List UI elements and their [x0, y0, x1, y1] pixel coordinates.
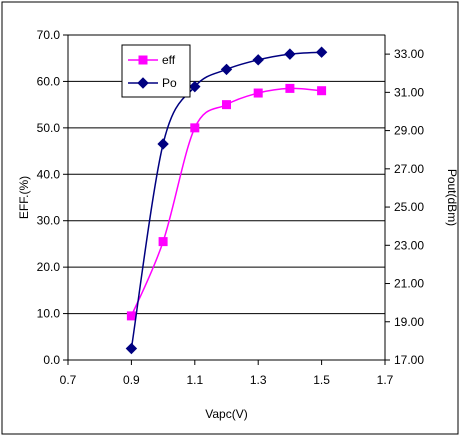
data-point-eff: [126, 311, 136, 321]
y-left-axis-label: EFF.(%): [17, 176, 31, 219]
x-tick-label: 1.3: [250, 373, 267, 387]
y-left-tick-label: 60.0: [37, 74, 61, 88]
grid-lines: [67, 34, 386, 361]
y-right-tick-label: 31.00: [394, 85, 424, 99]
y-right-axis-ticks: 17.00 19.00 21.00 23.00 25.00 27.00 29.00 31.00…: [385, 47, 424, 367]
y-left-tick-label: 50.0: [37, 121, 61, 135]
legend-box: [121, 44, 191, 98]
legend: eff Po: [121, 44, 191, 98]
data-point-Po: [125, 342, 138, 355]
data-point-Po: [137, 77, 149, 89]
y-right-tick-label: 33.00: [394, 47, 424, 61]
y-right-tick-label: 19.00: [394, 315, 424, 329]
data-point-eff: [138, 55, 148, 65]
data-point-Po: [284, 48, 296, 60]
data-point-Po: [189, 80, 201, 93]
y-right-tick-label: 29.00: [394, 124, 424, 138]
y-left-tick-label: 20.0: [37, 260, 61, 274]
series-layer: [125, 46, 328, 355]
y-left-tick-label: 40.0: [37, 167, 61, 181]
legend-label-eff: eff: [162, 53, 176, 67]
data-point-Po: [157, 138, 169, 150]
y-left-axis-ticks: 0.0 10.0 20.0 30.0 40.0 50.0 60.0 70.0: [37, 28, 68, 367]
x-tick-label: 1.5: [313, 373, 330, 387]
data-point-eff: [285, 83, 295, 93]
legend-label-Po: Po: [162, 76, 177, 90]
x-tick-label: 0.7: [60, 373, 77, 387]
x-tick-label: 0.9: [123, 373, 140, 387]
x-axis-label: Vapc(V): [205, 407, 247, 421]
data-point-eff: [190, 123, 200, 133]
data-point-eff: [317, 86, 327, 96]
y-right-tick-label: 21.00: [394, 277, 424, 291]
x-tick-label: 1.7: [377, 373, 394, 387]
y-right-tick-label: 27.00: [394, 162, 424, 176]
y-left-tick-label: 30.0: [37, 214, 61, 228]
y-left-tick-label: 10.0: [37, 307, 61, 321]
data-point-Po: [315, 46, 328, 58]
data-point-Po: [252, 54, 264, 66]
x-axis-ticks: 0.7 0.9 1.1 1.3 1.5 1.7: [60, 360, 394, 387]
y-right-tick-label: 17.00: [394, 353, 424, 367]
data-point-eff: [222, 100, 231, 110]
data-point-eff: [253, 88, 263, 98]
data-point-Po: [220, 63, 233, 76]
x-tick-label: 1.1: [186, 373, 203, 387]
y-left-tick-label: 0.0: [43, 353, 60, 367]
y-right-tick-label: 25.00: [394, 200, 424, 214]
y-right-axis-label: Pout(dBm): [445, 169, 459, 226]
data-point-eff: [158, 237, 168, 247]
y-right-tick-label: 23.00: [394, 238, 424, 252]
plot-area: [67, 34, 386, 361]
y-left-tick-label: 70.0: [37, 28, 61, 42]
